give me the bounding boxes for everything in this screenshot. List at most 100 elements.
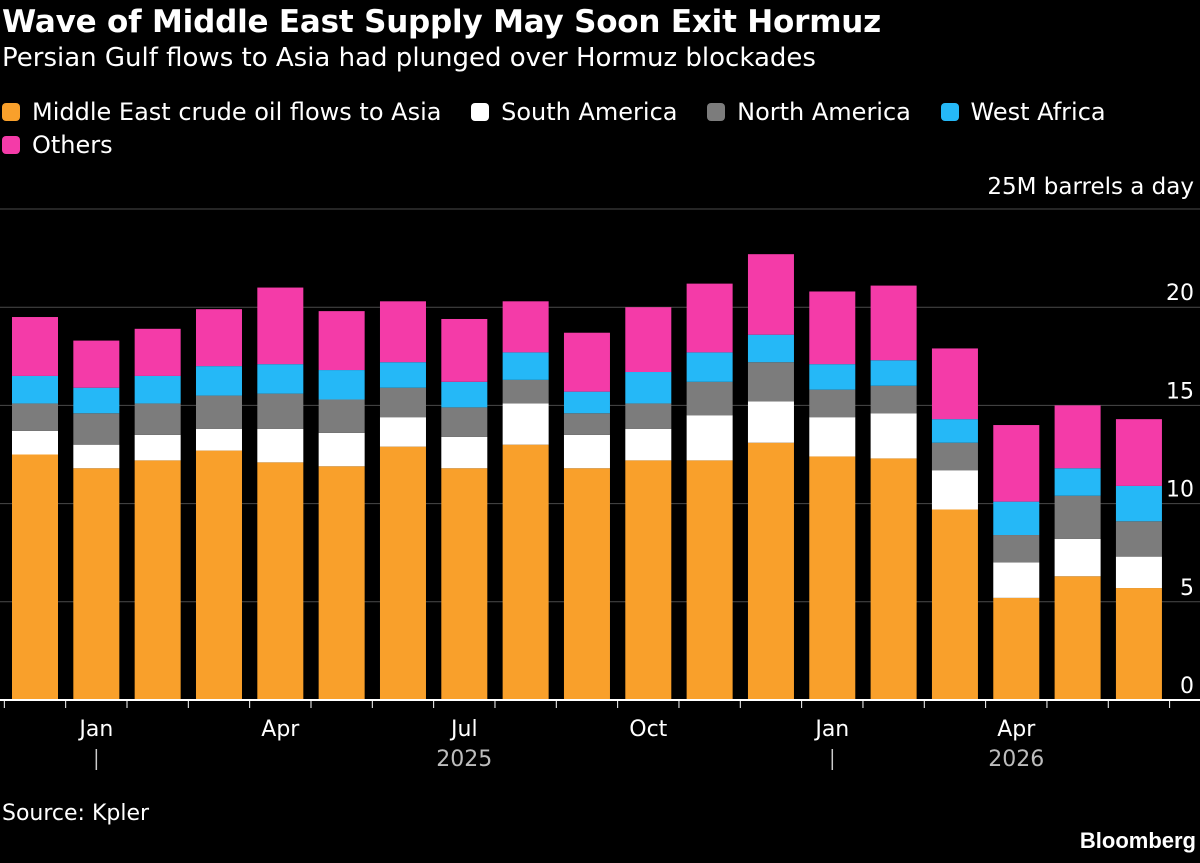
bar-segment-4-9: [563, 332, 610, 392]
x-tick-label-10: Oct: [629, 717, 667, 742]
legend-swatch-middle-east: [2, 103, 20, 121]
legend-swatch-south-america: [471, 103, 490, 121]
y-tick-label-5: 5: [1180, 576, 1194, 601]
bar-segment-3-14: [870, 360, 917, 386]
bar-segment-2-8: [502, 379, 549, 404]
legend-item-others: Others: [2, 129, 113, 161]
bar-segment-1-8: [502, 403, 549, 445]
bar-segment-1-11: [686, 415, 733, 461]
bar-segment-1-6: [379, 417, 426, 447]
bar-segment-4-14: [870, 285, 917, 361]
legend-item-west-africa: West Africa: [940, 96, 1106, 128]
legend-item-middle-east: Middle East crude oil flows to Asia: [2, 96, 441, 128]
bar-segment-0-18: [1115, 588, 1162, 700]
bar-segment-2-12: [747, 362, 794, 402]
bar-segment-4-11: [686, 283, 733, 353]
legend-label-north-america: North America: [737, 98, 911, 126]
bar-segment-2-7: [441, 407, 488, 437]
bar-segment-0-16: [993, 597, 1040, 700]
bar-segment-4-2: [134, 328, 181, 376]
bar-segment-2-13: [809, 389, 856, 418]
bar-segment-1-3: [195, 428, 242, 451]
bar-segment-3-11: [686, 352, 733, 382]
x-tick-label-13: Jan: [813, 717, 849, 742]
bar-segment-0-13: [809, 456, 856, 700]
bar-segment-1-2: [134, 434, 181, 461]
bar-segment-2-16: [993, 535, 1040, 563]
legend-item-north-america: North America: [707, 96, 911, 128]
bar-segment-4-0: [12, 317, 58, 376]
bar-segment-1-18: [1115, 556, 1162, 589]
bar-segment-2-6: [379, 387, 426, 418]
bar-segment-1-17: [1054, 538, 1101, 577]
legend-label-middle-east: Middle East crude oil flows to Asia: [32, 98, 442, 126]
bar-segment-0-8: [502, 444, 549, 700]
bar-segment-4-16: [993, 425, 1040, 502]
bar-segment-3-1: [73, 387, 120, 414]
bar-segment-4-17: [1054, 405, 1101, 469]
bar-segment-0-5: [318, 466, 365, 700]
bar-segment-2-10: [625, 403, 672, 429]
bar-segment-4-8: [502, 301, 549, 353]
bar-segment-3-9: [563, 391, 610, 414]
bar-segment-3-18: [1115, 485, 1162, 522]
bar-segment-3-8: [502, 352, 549, 380]
bar-segment-1-15: [931, 470, 978, 510]
bar-segment-2-2: [134, 403, 181, 435]
bar-segment-2-18: [1115, 521, 1162, 557]
bar-segment-1-4: [257, 428, 304, 463]
legend-swatch-north-america: [707, 103, 726, 121]
bar-segment-3-13: [809, 364, 856, 390]
bar-segment-2-3: [195, 395, 242, 429]
x-tick-label-4: Apr: [261, 717, 300, 742]
y-tick-label-15: 15: [1166, 379, 1194, 404]
bar-segment-4-15: [931, 348, 978, 420]
bar-segment-3-4: [257, 364, 304, 394]
bar-segment-2-15: [931, 442, 978, 471]
legend-label-west-africa: West Africa: [970, 98, 1106, 126]
bar-segment-3-16: [993, 501, 1040, 536]
bar-segment-0-1: [73, 468, 120, 700]
bar-segment-2-17: [1054, 495, 1101, 539]
bar-segment-0-0: [12, 454, 58, 700]
bar-segment-4-18: [1115, 419, 1162, 486]
bar-segment-1-9: [563, 434, 610, 469]
bar-segment-2-0: [12, 403, 58, 431]
y-axis-unit-label: 25M barrels a day: [987, 174, 1194, 200]
bar-segment-1-0: [12, 430, 58, 455]
bar-segment-1-13: [809, 417, 856, 457]
bar-segment-1-14: [870, 413, 917, 459]
bar-segment-4-10: [625, 307, 672, 373]
bar-segment-1-10: [625, 428, 672, 461]
bar-segment-0-3: [195, 450, 242, 700]
bar-segment-3-3: [195, 366, 242, 396]
bar-segment-3-6: [379, 362, 426, 388]
bar-segment-0-7: [441, 468, 488, 700]
bar-segment-0-11: [686, 460, 733, 700]
bar-segment-3-2: [134, 375, 181, 404]
legend-label-south-america: South America: [501, 98, 678, 126]
bar-segment-4-12: [747, 254, 794, 335]
source-note: Source: Kpler: [2, 801, 150, 826]
bar-segment-2-14: [870, 385, 917, 414]
legend-label-others: Others: [32, 131, 113, 159]
year-label-2026: 2026: [988, 747, 1044, 772]
x-tick-label-7: Jul: [449, 717, 478, 742]
bloomberg-logo: Bloomberg: [1079, 828, 1196, 853]
bar-segment-4-4: [257, 287, 304, 365]
bar-segment-0-10: [625, 460, 672, 700]
legend-swatch-west-africa: [940, 103, 959, 121]
chart-title: Wave of Middle East Supply May Soon Exit…: [2, 4, 882, 40]
bar-segment-4-5: [318, 311, 365, 371]
bar-segment-1-12: [747, 401, 794, 443]
bar-segment-4-1: [73, 340, 120, 388]
bar-segment-4-6: [379, 301, 426, 363]
bar-segment-4-7: [441, 318, 488, 382]
x-tick-label-1: Jan: [77, 717, 113, 742]
bar-segment-0-4: [257, 462, 304, 700]
bar-segment-2-11: [686, 381, 733, 416]
year-label-2025: 2025: [436, 747, 492, 772]
bar-segment-0-6: [379, 446, 426, 700]
bar-segment-3-5: [318, 370, 365, 400]
